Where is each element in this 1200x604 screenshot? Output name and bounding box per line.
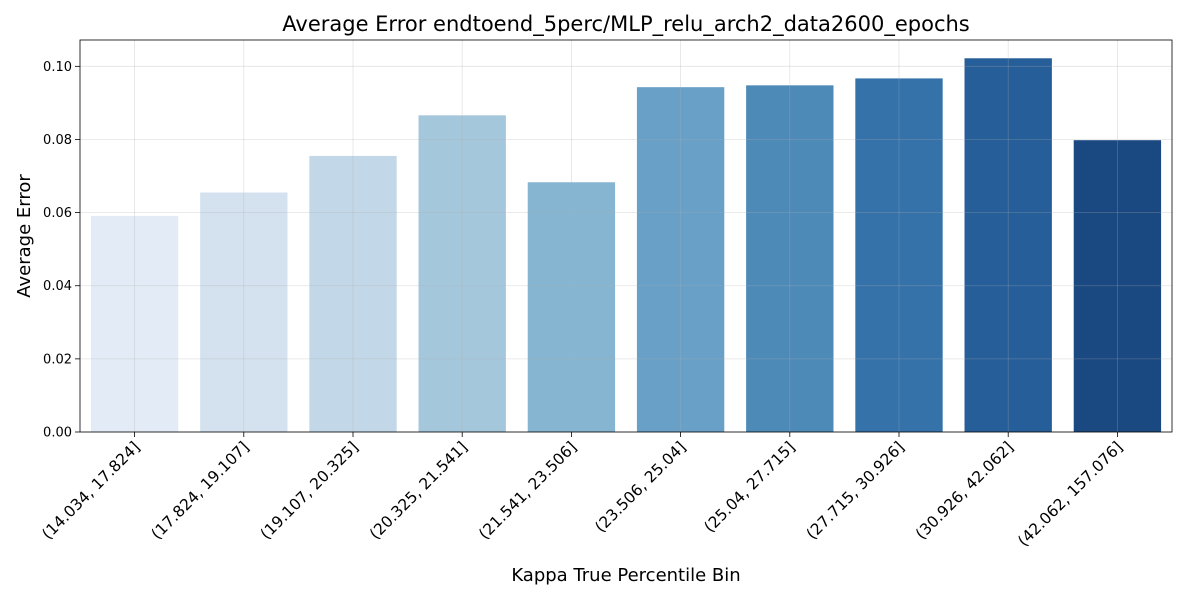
bar [200,192,288,432]
bar [527,182,616,432]
x-tick-label: (20.325, 21.541] [366,438,471,543]
x-tick-label: (42.062, 157.076] [1014,438,1126,550]
bars-layer [80,40,1172,433]
x-axis-label: Kappa True Percentile Bin [511,565,740,586]
x-tick-label: (30.926, 42.062] [912,438,1017,543]
bar [1073,140,1162,432]
bar [309,155,397,432]
y-tick-label: 0.08 [43,133,72,148]
chart-title: Average Error endtoend_5perc/MLP_relu_ar… [282,12,970,37]
x-tick-label: (25.04, 27.715] [701,438,799,536]
x-tick-label: (27.715, 30.926] [803,438,908,543]
plot-frame [79,39,1173,433]
x-tick-label: (17.824, 19.107] [148,438,253,543]
y-axis: 0.00 0.02 0.04 0.06 0.08 0.10 [43,60,80,441]
bar [746,85,834,432]
y-tick-label: 0.02 [43,352,72,367]
y-tick-label: 0.04 [43,279,72,294]
y-tick-label: 0.06 [43,206,72,221]
x-tick-label: (23.506, 25.04] [591,438,689,536]
y-axis-label: Average Error [14,174,35,298]
bar [90,215,179,432]
y-tick-label: 0.10 [43,60,72,75]
y-tick-label: 0.00 [43,426,72,441]
x-axis: (14.034, 17.824] (17.824, 19.107] (19.107,… [38,432,1126,550]
x-tick-label: (21.541, 23.506] [475,438,580,543]
bar [636,87,725,433]
x-tick-label: (14.034, 17.824] [38,438,143,543]
bar [964,58,1052,433]
x-tick-label: (19.107, 20.325] [257,438,362,543]
bar [855,78,943,433]
bar [418,115,506,432]
